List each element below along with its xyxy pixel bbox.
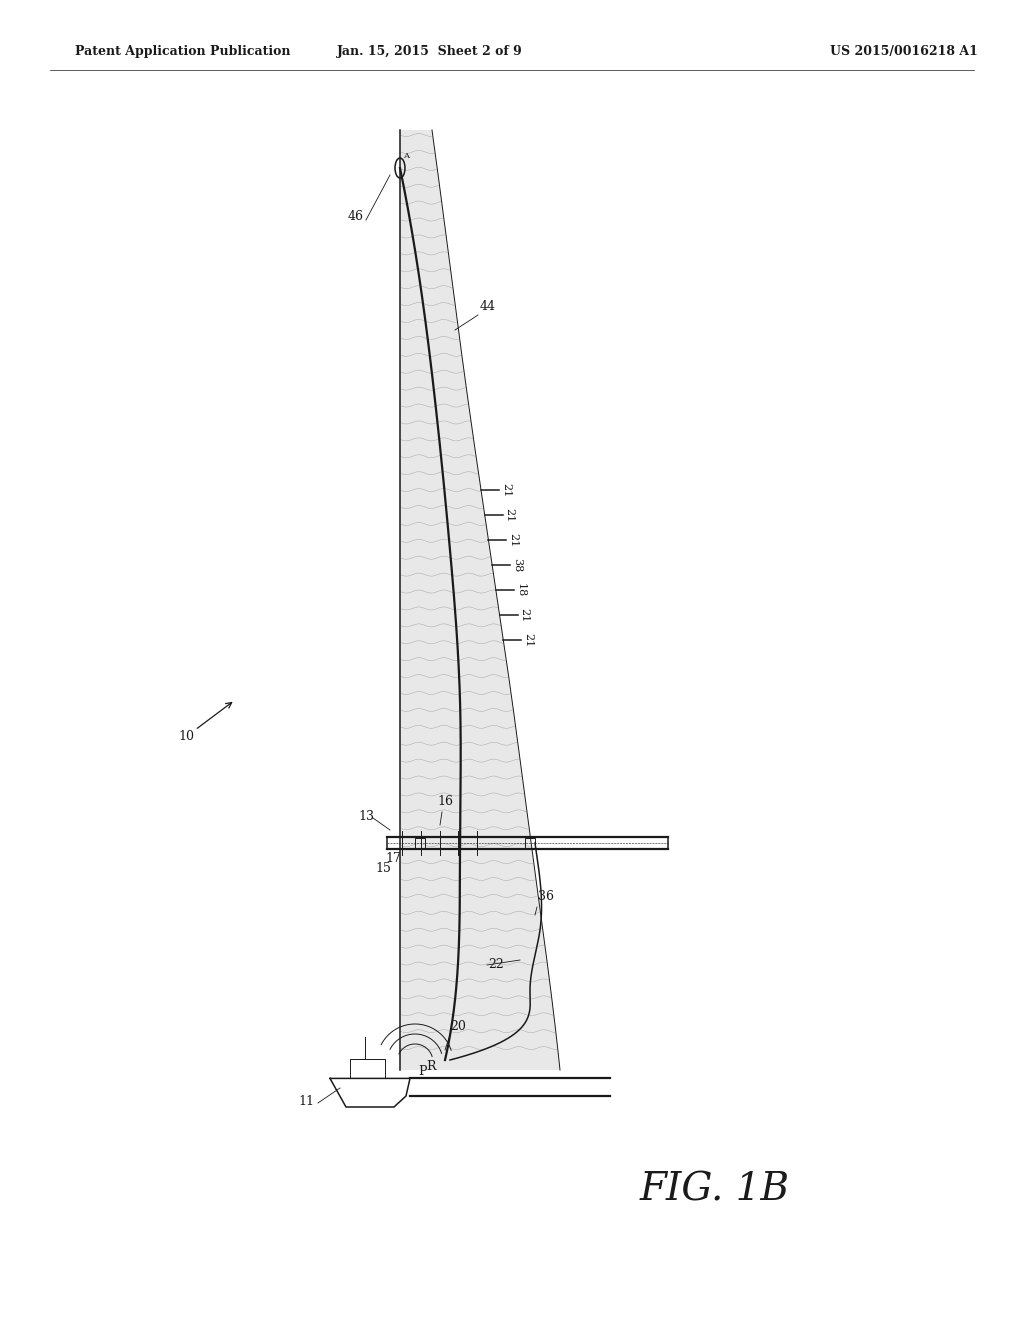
Text: US 2015/0016218 A1: US 2015/0016218 A1 (830, 45, 978, 58)
Text: 38: 38 (512, 558, 522, 572)
Text: 16: 16 (437, 795, 453, 808)
Text: 10: 10 (178, 730, 194, 743)
Text: 44: 44 (480, 300, 496, 313)
Text: Patent Application Publication: Patent Application Publication (75, 45, 291, 58)
Text: 20: 20 (450, 1020, 466, 1034)
Text: 36: 36 (538, 890, 554, 903)
Text: 18: 18 (516, 583, 526, 597)
Text: 15: 15 (375, 862, 391, 875)
Bar (525, 838, 535, 847)
Text: FIG. 1B: FIG. 1B (640, 1172, 791, 1209)
Text: 21: 21 (523, 632, 534, 647)
Text: Jan. 15, 2015  Sheet 2 of 9: Jan. 15, 2015 Sheet 2 of 9 (337, 45, 523, 58)
Text: 11: 11 (298, 1096, 314, 1107)
Bar (415, 838, 425, 847)
Polygon shape (400, 129, 560, 1071)
Text: 22: 22 (488, 958, 504, 972)
Text: 17: 17 (385, 851, 400, 865)
Text: R: R (426, 1060, 435, 1073)
Text: 21: 21 (501, 483, 511, 498)
Text: A: A (403, 152, 409, 160)
Text: 21: 21 (520, 609, 529, 622)
Text: 13: 13 (358, 810, 374, 822)
Text: 46: 46 (348, 210, 364, 223)
Text: P: P (418, 1065, 427, 1078)
Text: 21: 21 (505, 508, 515, 523)
Text: 21: 21 (509, 533, 518, 546)
